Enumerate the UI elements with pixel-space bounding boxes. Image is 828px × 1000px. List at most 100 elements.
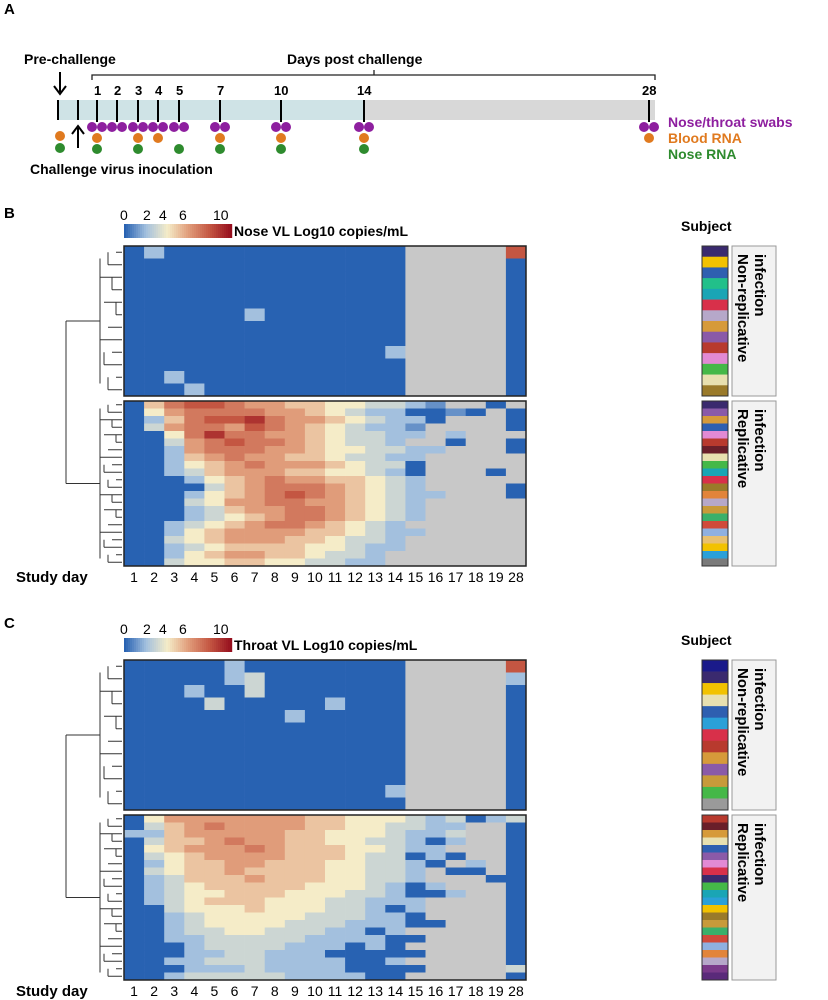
heatmap-cell xyxy=(144,722,165,736)
heatmap-cell xyxy=(425,822,446,831)
colorbar-segment xyxy=(194,638,197,652)
heatmap-cell xyxy=(405,912,426,921)
heatmap-cell xyxy=(485,697,507,711)
heatmap-cell xyxy=(304,246,326,259)
colorbar-segment xyxy=(186,224,189,238)
heatmap-cell xyxy=(425,346,446,359)
heatmap-cell xyxy=(184,867,205,876)
heatmap-cell xyxy=(244,957,265,966)
heatmap-cell xyxy=(224,935,245,943)
heatmap-cell xyxy=(244,722,265,736)
heatmap-cell xyxy=(445,912,466,921)
heatmap-cell xyxy=(164,271,185,284)
heatmap-cell xyxy=(325,672,346,686)
heatmap-cell xyxy=(325,735,346,748)
heatmap-cell xyxy=(425,453,446,462)
subject-swatch xyxy=(702,671,728,684)
heatmap-cell xyxy=(505,760,527,773)
subject-swatch xyxy=(702,558,728,567)
heatmap-cell xyxy=(505,830,527,838)
colorbar-segment xyxy=(136,638,139,652)
x-tick-label: 5 xyxy=(211,983,219,999)
heatmap-cell xyxy=(164,815,185,823)
heatmap-cell xyxy=(345,423,366,432)
colorbar-segment xyxy=(146,224,149,238)
heatmap-cell xyxy=(465,296,487,309)
heatmap-cell xyxy=(445,423,466,432)
heatmap-cell xyxy=(345,965,366,973)
colorbar-segment xyxy=(124,638,127,652)
heatmap-cell xyxy=(465,491,487,499)
heatmap-cell xyxy=(124,905,145,913)
heatmap-cell xyxy=(304,852,326,861)
heatmap-cell xyxy=(304,483,326,492)
heatmap-cell xyxy=(505,747,527,761)
heatmap-cell xyxy=(124,423,145,432)
heatmap-cell xyxy=(345,358,366,372)
heatmap-cell xyxy=(445,498,466,507)
heatmap-cell xyxy=(385,797,406,811)
heatmap-cell xyxy=(325,882,346,891)
heatmap-cell xyxy=(264,383,286,397)
heatmap-cell xyxy=(244,797,265,811)
heatmap-cell xyxy=(465,258,487,272)
subject-strip-border xyxy=(701,659,729,811)
heatmap-cell xyxy=(445,431,466,439)
heatmap-cell xyxy=(485,446,507,454)
heatmap-cell xyxy=(485,905,507,913)
heatmap-cell xyxy=(485,772,507,786)
heatmap-cell xyxy=(204,867,225,876)
heatmap-cell xyxy=(264,860,286,868)
colorbar-segment xyxy=(138,638,141,652)
heatmap-cell xyxy=(385,528,406,537)
heatmap-cell xyxy=(144,867,165,876)
heatmap-cell xyxy=(264,897,286,906)
heatmap-cell xyxy=(405,476,426,484)
heatmap-cell xyxy=(385,438,406,447)
group-label: Non-replicativeinfection xyxy=(734,668,768,776)
heatmap-cell xyxy=(244,416,265,424)
heatmap-cell xyxy=(284,431,306,439)
heatmap-cell xyxy=(325,246,346,259)
heatmap-cell xyxy=(485,845,507,853)
heatmap-cell xyxy=(164,927,185,936)
heatmap-cell xyxy=(124,416,145,424)
heatmap-cell xyxy=(465,965,487,973)
heatmap-cell xyxy=(304,321,326,334)
x-tick-label: 28 xyxy=(508,569,524,585)
heatmap-cell xyxy=(124,498,145,507)
heatmap-cell xyxy=(325,346,346,359)
heatmap-cell xyxy=(505,371,527,384)
heatmap-cell xyxy=(425,543,446,552)
colorbar-segment xyxy=(202,224,205,238)
colorbar-segment xyxy=(204,638,207,652)
heatmap-cell xyxy=(304,283,326,297)
group-label: Non-replicativeinfection xyxy=(734,254,768,362)
heatmap-cell xyxy=(365,837,386,846)
colorbar-segment xyxy=(178,638,181,652)
heatmap-cell xyxy=(325,558,346,567)
heatmap-cell xyxy=(184,551,205,559)
heatmap-cell xyxy=(244,346,265,359)
heatmap-cell xyxy=(345,852,366,861)
heatmap-cell xyxy=(345,521,366,529)
heatmap-cell xyxy=(244,246,265,259)
heatmap-cell xyxy=(284,513,306,522)
heatmap-cell xyxy=(465,401,487,409)
heatmap-cell xyxy=(445,401,466,409)
heatmap-cell xyxy=(304,837,326,846)
heatmap-cell xyxy=(304,942,326,951)
subject-swatch xyxy=(702,431,728,439)
heatmap-cell xyxy=(304,912,326,921)
heatmap-cell xyxy=(144,491,165,499)
heatmap-group: Replicativeinfection xyxy=(123,400,777,567)
group-label-box xyxy=(731,245,777,397)
heatmap-cell xyxy=(465,950,487,958)
heatmap-cell xyxy=(385,860,406,868)
heatmap-cell xyxy=(325,797,346,811)
heatmap-cell xyxy=(505,920,527,928)
heatmap-cell xyxy=(284,890,306,898)
heatmap-cell xyxy=(465,897,487,906)
heatmap-cell xyxy=(304,845,326,853)
heatmap-cell xyxy=(405,815,426,823)
